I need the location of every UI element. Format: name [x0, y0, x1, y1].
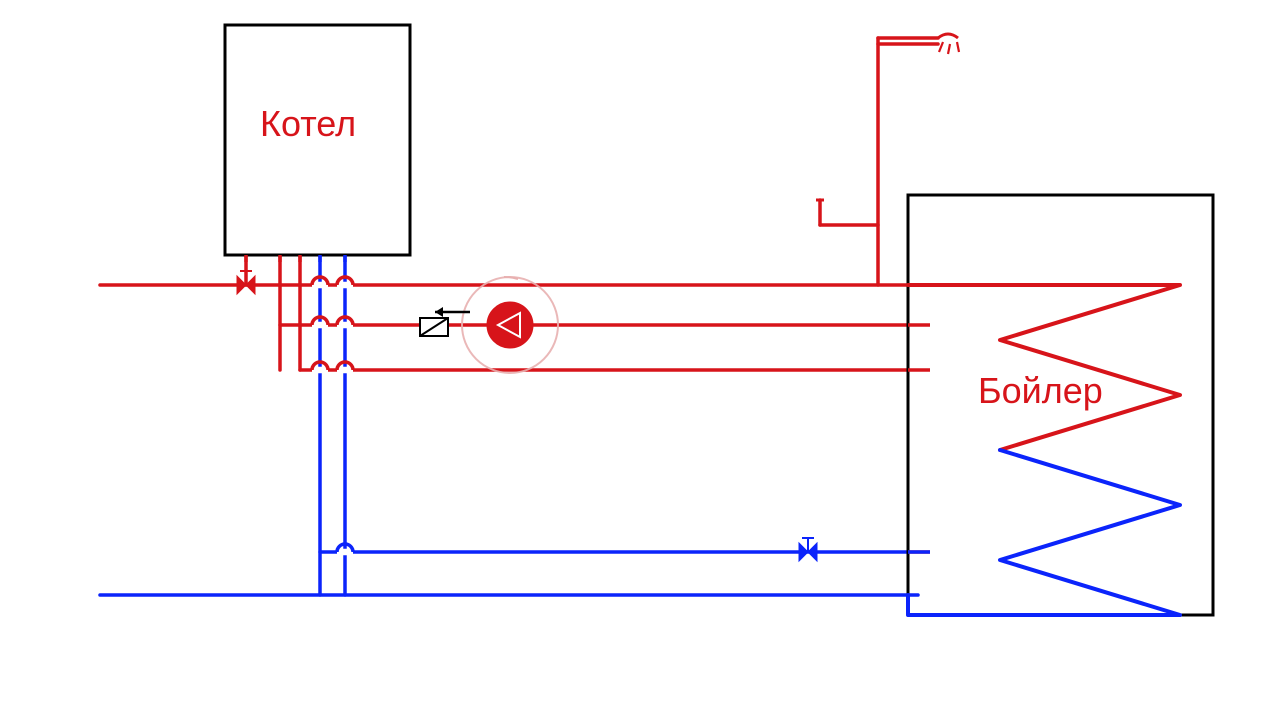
coil-cold	[908, 450, 1180, 615]
plumbing-diagram	[0, 0, 1280, 720]
coil-hot	[908, 285, 1180, 450]
tank-label: Бойлер	[978, 370, 1103, 412]
valve-cold-icon	[799, 543, 808, 561]
heater-label: Котел	[260, 103, 356, 145]
shower-icon	[939, 42, 959, 54]
